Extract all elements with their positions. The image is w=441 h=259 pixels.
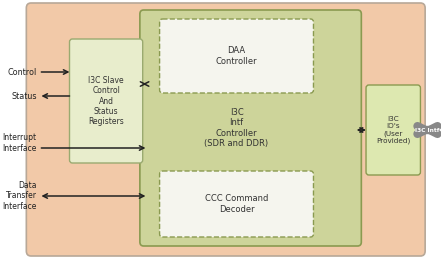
Text: Status: Status — [11, 91, 37, 100]
Text: Interrupt
Interface: Interrupt Interface — [2, 133, 37, 153]
Text: I3C
IO's
(User
Provided): I3C IO's (User Provided) — [376, 116, 411, 144]
FancyBboxPatch shape — [70, 39, 143, 163]
FancyBboxPatch shape — [140, 10, 361, 246]
Text: I3C Slave
Control
And
Status
Registers: I3C Slave Control And Status Registers — [88, 76, 124, 126]
FancyBboxPatch shape — [366, 85, 420, 175]
Text: I3C
Intf
Controller
(SDR and DDR): I3C Intf Controller (SDR and DDR) — [205, 108, 269, 148]
Text: Control: Control — [7, 68, 37, 76]
Text: I3C Intf: I3C Intf — [415, 127, 439, 133]
Text: DAA
Controller: DAA Controller — [216, 46, 258, 66]
Text: Data
Transfer
Interface: Data Transfer Interface — [2, 181, 37, 211]
FancyBboxPatch shape — [26, 3, 425, 256]
Text: CCC Command
Decoder: CCC Command Decoder — [205, 194, 268, 214]
FancyBboxPatch shape — [160, 171, 314, 237]
FancyBboxPatch shape — [160, 19, 314, 93]
